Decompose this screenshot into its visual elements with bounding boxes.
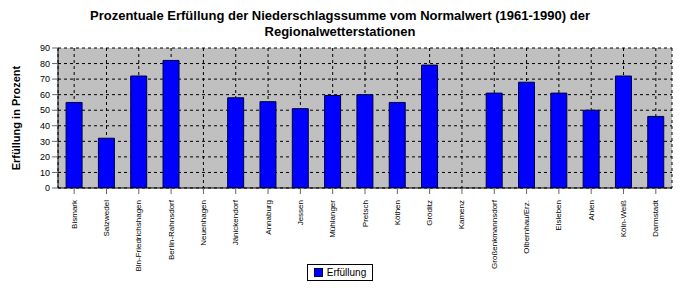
- html-text:Erfüllung: Erfüllung: [326, 267, 367, 278]
- svg-text:50: 50: [40, 105, 50, 115]
- svg-text:70: 70: [40, 74, 50, 84]
- svg-text:Kamenz: Kamenz: [457, 200, 466, 229]
- svg-text:0: 0: [45, 183, 50, 193]
- svg-text:Gröditz: Gröditz: [425, 200, 434, 226]
- svg-text:60: 60: [40, 90, 50, 100]
- svg-text:Köln-Weiß: Köln-Weiß: [619, 200, 628, 237]
- svg-text:10: 10: [40, 168, 50, 178]
- svg-text:Olbernhau/Erz.: Olbernhau/Erz.: [522, 200, 531, 254]
- svg-text:Mühlanger: Mühlanger: [328, 200, 337, 238]
- svg-text:Salzwedel: Salzwedel: [102, 200, 111, 237]
- svg-text:Darmstadt: Darmstadt: [651, 199, 660, 237]
- svg-text:80: 80: [40, 59, 50, 69]
- svg-text:Ahlen: Ahlen: [587, 200, 596, 220]
- svg-text:Bismark: Bismark: [70, 199, 79, 229]
- svg-text:Erfüllung in Prozent: Erfüllung in Prozent: [10, 65, 22, 170]
- svg-text:Berlin-Rahnsdorf: Berlin-Rahnsdorf: [167, 199, 176, 260]
- svg-text:Annaburg: Annaburg: [264, 200, 273, 235]
- svg-text:Jänickendorf: Jänickendorf: [231, 199, 240, 245]
- svg-text:90: 90: [40, 43, 50, 53]
- svg-text:Neuenhagen: Neuenhagen: [199, 200, 208, 246]
- svg-text:Eisleben: Eisleben: [554, 200, 563, 231]
- html-text:Prozentuale Erfüllung der Nied: Prozentuale Erfüllung der Niederschlagss…: [90, 8, 590, 39]
- svg-text:Köthen: Köthen: [393, 200, 402, 225]
- svg-text:Jessen: Jessen: [296, 200, 305, 225]
- svg-text:20: 20: [40, 152, 50, 162]
- svg-text:Bln-Friedrichshagen: Bln-Friedrichshagen: [134, 200, 143, 272]
- svg-text:40: 40: [40, 121, 50, 131]
- svg-text:Pretsch: Pretsch: [361, 200, 370, 227]
- svg-text:30: 30: [40, 137, 50, 147]
- svg-text:Großenkmannsdorf: Großenkmannsdorf: [490, 199, 499, 269]
